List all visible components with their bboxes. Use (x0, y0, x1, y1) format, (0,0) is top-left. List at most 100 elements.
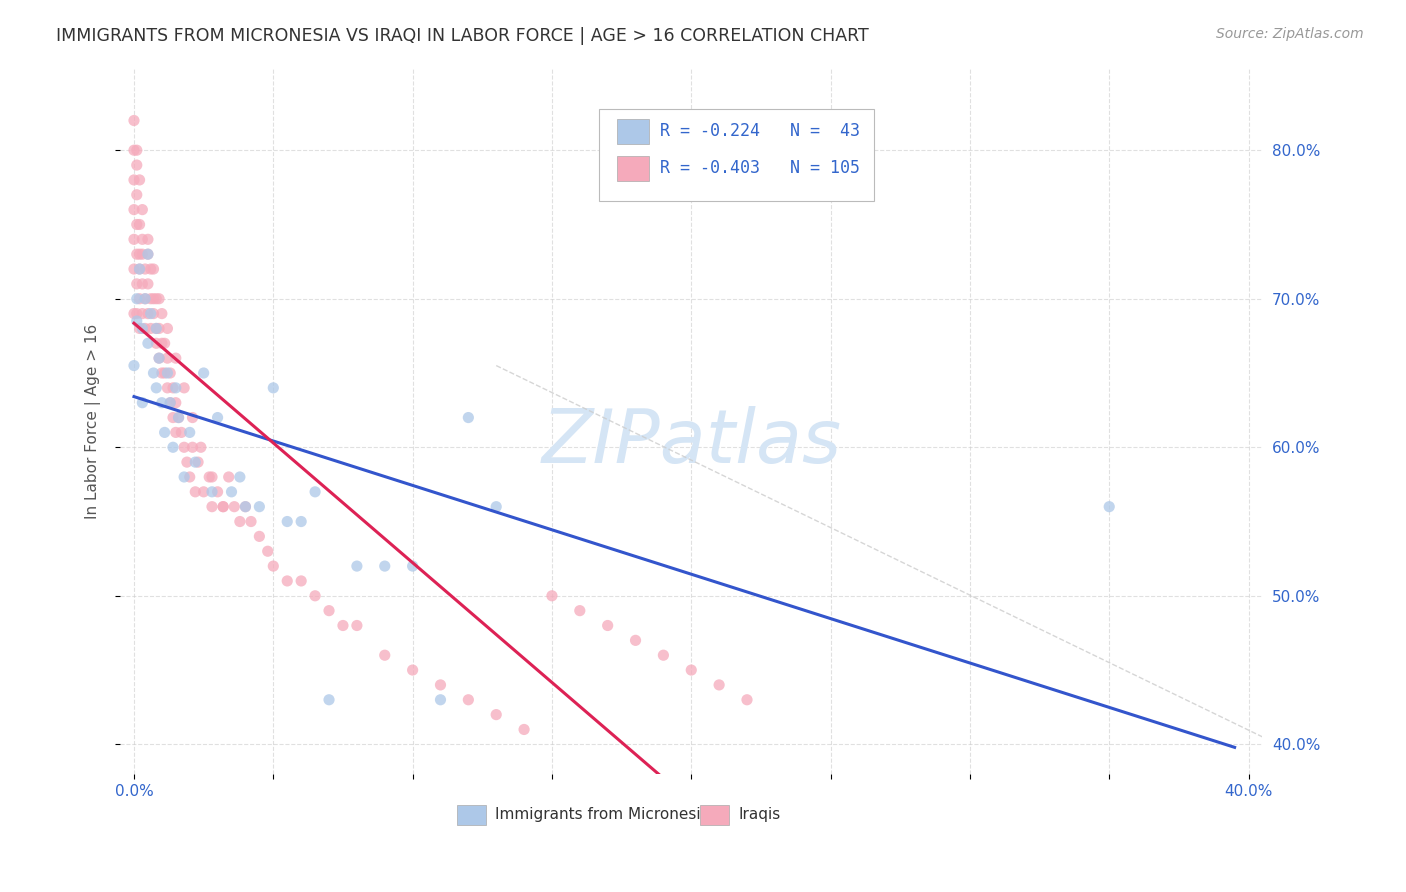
Point (193, 366, 215, 380)
Point (134, 292, 156, 306)
Point (156, 381, 179, 395)
Point (125, 307, 148, 321)
Point (128, 292, 150, 306)
Point (134, 321, 156, 335)
Text: Iraqis: Iraqis (738, 807, 780, 822)
Point (134, 262, 156, 277)
Point (457, 692, 479, 706)
FancyBboxPatch shape (599, 109, 875, 202)
Point (173, 440, 195, 454)
Point (131, 395, 153, 409)
Point (128, 218, 150, 232)
Point (150, 395, 173, 409)
Point (541, 589, 564, 603)
Text: Source: ZipAtlas.com: Source: ZipAtlas.com (1216, 27, 1364, 41)
Point (346, 559, 368, 574)
Point (212, 500, 235, 514)
Point (290, 574, 312, 588)
Point (131, 321, 153, 335)
Point (173, 470, 195, 484)
Point (134, 292, 156, 306)
Point (173, 381, 195, 395)
Point (136, 247, 159, 261)
Point (170, 425, 193, 440)
Point (128, 247, 150, 261)
Point (122, 113, 145, 128)
Point (201, 470, 224, 484)
Point (256, 544, 278, 558)
Point (139, 321, 162, 335)
Point (150, 336, 173, 351)
Point (159, 395, 181, 409)
Point (181, 440, 204, 454)
Point (125, 158, 148, 172)
Point (136, 307, 159, 321)
Point (198, 470, 221, 484)
Point (131, 202, 153, 217)
Point (207, 410, 229, 425)
Point (165, 425, 187, 440)
Point (457, 410, 479, 425)
Point (652, 648, 675, 663)
Point (235, 500, 257, 514)
Point (179, 470, 201, 484)
Point (128, 262, 150, 277)
Point (374, 559, 396, 574)
Point (190, 440, 212, 454)
Point (229, 470, 252, 484)
Point (128, 262, 150, 277)
Point (131, 232, 153, 246)
Point (125, 143, 148, 157)
Point (681, 663, 703, 677)
Point (374, 648, 396, 663)
Point (128, 321, 150, 335)
Point (125, 187, 148, 202)
Point (262, 381, 284, 395)
Point (290, 515, 312, 529)
Point (122, 202, 145, 217)
Point (122, 232, 145, 246)
Point (276, 574, 298, 588)
Point (145, 321, 167, 335)
Point (162, 440, 184, 454)
Point (148, 351, 170, 366)
Point (346, 618, 368, 632)
Point (304, 484, 326, 499)
Point (142, 366, 165, 380)
Point (165, 395, 187, 409)
Point (122, 143, 145, 157)
Point (485, 707, 508, 722)
Point (136, 247, 159, 261)
Y-axis label: In Labor Force | Age > 16: In Labor Force | Age > 16 (86, 324, 101, 519)
Point (153, 366, 176, 380)
Point (159, 395, 181, 409)
Point (229, 515, 252, 529)
Point (145, 321, 167, 335)
Point (235, 500, 257, 514)
Point (139, 307, 162, 321)
Text: Immigrants from Micronesia: Immigrants from Micronesia (495, 807, 710, 822)
Point (145, 292, 167, 306)
Point (429, 678, 451, 692)
Point (136, 232, 159, 246)
Text: ZIPatlas: ZIPatlas (541, 407, 841, 478)
Point (318, 604, 340, 618)
Point (224, 500, 246, 514)
Point (162, 381, 184, 395)
Point (401, 559, 423, 574)
Point (142, 307, 165, 321)
Point (201, 500, 224, 514)
Point (218, 470, 240, 484)
Point (735, 692, 758, 706)
Point (139, 292, 162, 306)
Point (401, 663, 423, 677)
Point (240, 515, 263, 529)
Point (142, 292, 165, 306)
Point (131, 307, 153, 321)
Point (159, 366, 181, 380)
Point (165, 351, 187, 366)
Point (125, 292, 148, 306)
Point (153, 425, 176, 440)
Point (125, 218, 148, 232)
Point (184, 455, 207, 469)
